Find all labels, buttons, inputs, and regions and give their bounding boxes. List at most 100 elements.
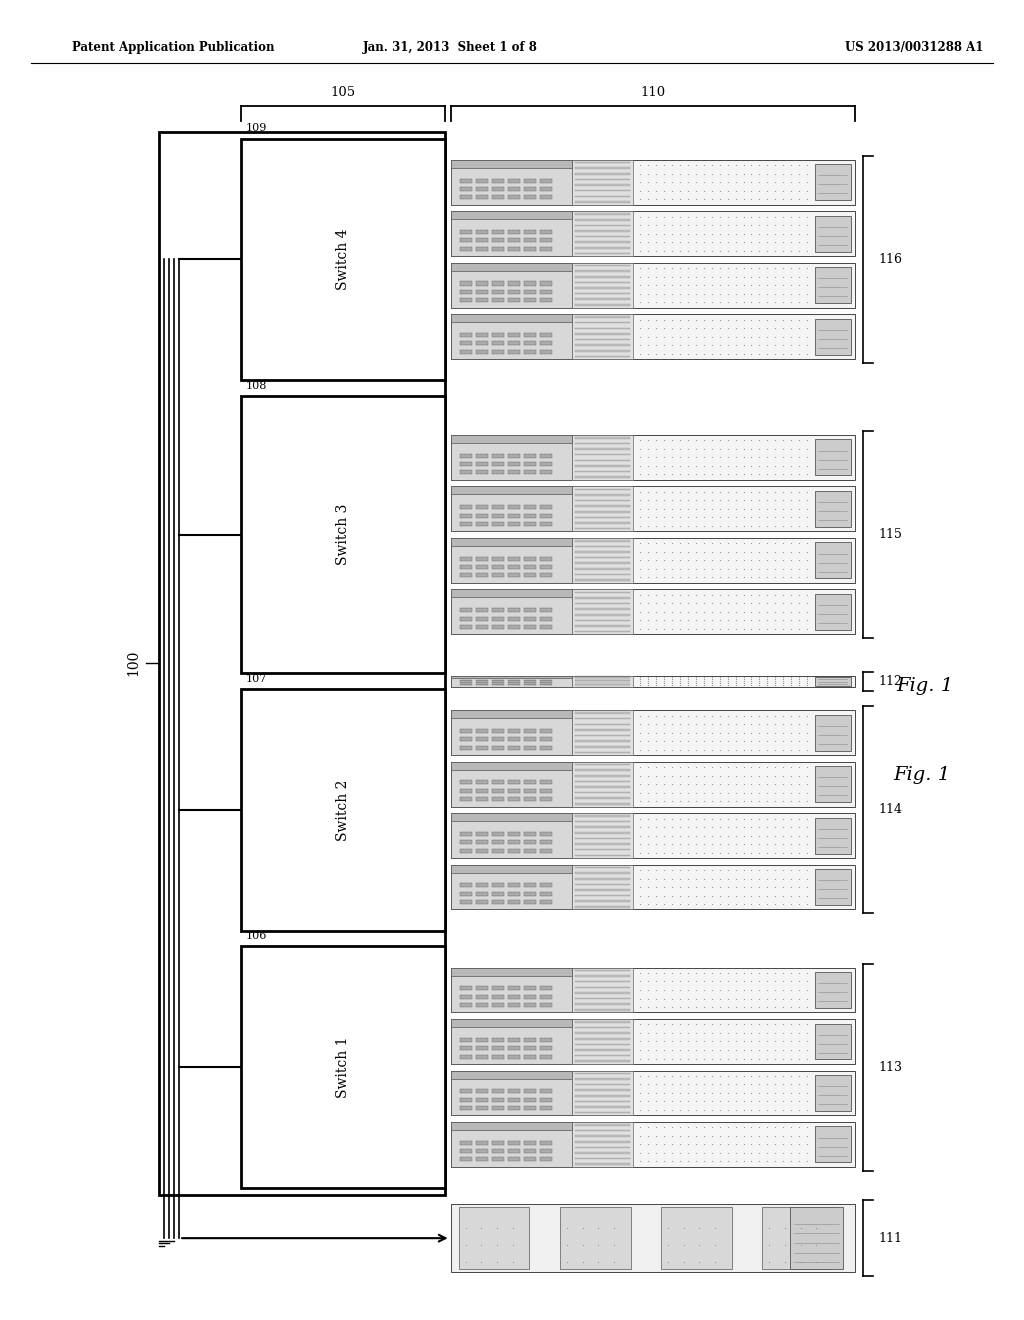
Bar <box>476 281 488 285</box>
Bar <box>574 1163 630 1166</box>
Bar <box>476 239 488 243</box>
Bar <box>574 281 630 284</box>
Bar <box>476 290 488 294</box>
Bar <box>476 333 488 337</box>
Bar <box>540 780 552 784</box>
Bar <box>815 1074 851 1111</box>
Bar <box>492 892 504 896</box>
Bar <box>451 263 571 271</box>
Bar <box>451 1122 571 1130</box>
Bar <box>451 590 855 635</box>
Bar <box>574 741 630 742</box>
Text: 105: 105 <box>331 86 355 99</box>
Bar <box>451 1019 571 1064</box>
Bar <box>574 878 630 879</box>
Bar <box>476 1106 488 1110</box>
Bar <box>523 995 536 999</box>
Bar <box>460 557 472 561</box>
Bar <box>476 832 488 836</box>
Bar <box>241 689 445 931</box>
Bar <box>574 816 630 817</box>
Bar <box>451 865 571 909</box>
Bar <box>523 616 536 620</box>
Bar <box>492 521 504 525</box>
Bar <box>540 1150 552 1154</box>
Bar <box>523 738 536 742</box>
Bar <box>574 540 630 541</box>
Bar <box>508 746 520 750</box>
Bar <box>451 436 855 480</box>
Bar <box>476 616 488 620</box>
Bar <box>523 986 536 990</box>
Bar <box>451 211 855 256</box>
Bar <box>574 494 630 496</box>
Bar <box>523 513 536 517</box>
Bar <box>574 552 630 553</box>
Bar <box>540 281 552 285</box>
Bar <box>508 1003 520 1007</box>
Bar <box>451 710 571 755</box>
Text: 112: 112 <box>879 675 902 688</box>
Bar <box>540 1003 552 1007</box>
Bar <box>451 1204 855 1272</box>
Bar <box>815 440 851 475</box>
Bar <box>815 766 851 803</box>
Bar <box>492 187 504 191</box>
Bar <box>508 247 520 251</box>
Bar <box>492 239 504 243</box>
Bar <box>523 342 536 346</box>
Bar <box>451 211 571 219</box>
Bar <box>451 1122 855 1167</box>
Bar <box>574 1008 630 1011</box>
Bar <box>574 242 630 243</box>
Bar <box>540 350 552 354</box>
Bar <box>571 762 633 807</box>
Bar <box>508 573 520 577</box>
Bar <box>574 729 630 731</box>
Bar <box>574 803 630 805</box>
Text: 116: 116 <box>879 253 902 265</box>
Bar <box>574 327 630 329</box>
Bar <box>571 968 633 1012</box>
Bar <box>523 832 536 836</box>
Bar <box>451 263 571 308</box>
Bar <box>574 511 630 512</box>
Bar <box>523 746 536 750</box>
Bar <box>574 449 630 450</box>
Bar <box>451 314 855 359</box>
Bar <box>540 1140 552 1144</box>
Bar <box>508 1098 520 1102</box>
Bar <box>508 832 520 836</box>
Bar <box>574 459 630 461</box>
Bar <box>523 298 536 302</box>
Bar <box>460 454 472 458</box>
Bar <box>523 462 536 466</box>
Bar <box>540 290 552 294</box>
Bar <box>476 1047 488 1051</box>
Bar <box>476 454 488 458</box>
Bar <box>476 342 488 346</box>
Bar <box>815 869 851 906</box>
Bar <box>492 900 504 904</box>
Bar <box>574 516 630 519</box>
Bar <box>451 813 571 858</box>
Bar <box>451 1019 571 1027</box>
Bar <box>540 333 552 337</box>
Bar <box>571 160 633 205</box>
Bar <box>508 1038 520 1041</box>
Bar <box>460 298 472 302</box>
Bar <box>523 1047 536 1051</box>
Bar <box>523 565 536 569</box>
Bar <box>492 1055 504 1059</box>
Bar <box>492 789 504 793</box>
Bar <box>460 521 472 525</box>
Bar <box>574 1022 630 1023</box>
Bar <box>492 342 504 346</box>
Bar <box>492 832 504 836</box>
Bar <box>574 821 630 822</box>
Bar <box>574 500 630 502</box>
Bar <box>523 1106 536 1110</box>
Bar <box>574 1106 630 1107</box>
Bar <box>508 195 520 199</box>
Bar <box>574 787 630 788</box>
